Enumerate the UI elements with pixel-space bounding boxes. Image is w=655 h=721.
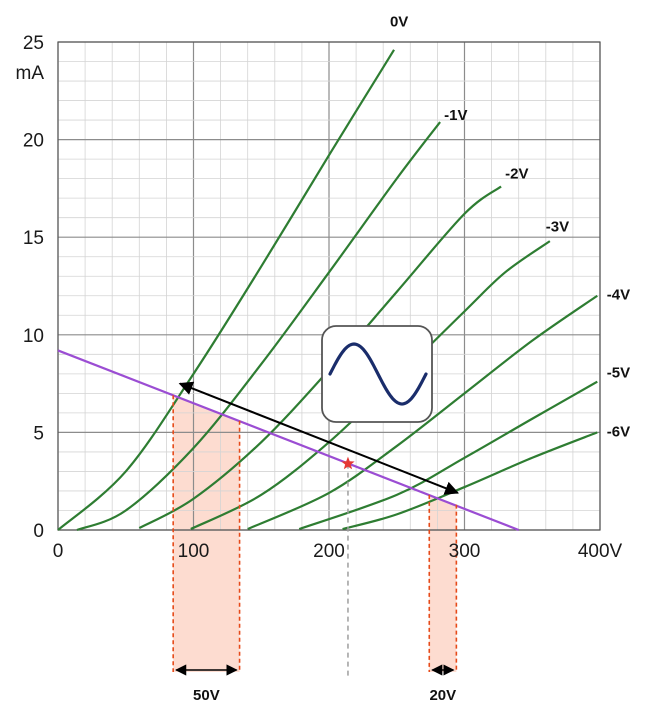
swing-band-1 xyxy=(173,395,240,672)
curve-label-1: -1V xyxy=(444,107,467,124)
curve-label-6: -6V xyxy=(607,423,630,440)
labels: 50V 20V 0 100 200 300 400V 0 5 10 15 20 25 mA 0V -1V -2V… xyxy=(16,13,631,704)
plot-frame xyxy=(57,41,601,531)
y-unit-label: mA xyxy=(16,63,45,84)
swing-band-2-label: 20V xyxy=(429,687,456,704)
x-tick-label-3: 300 xyxy=(449,541,481,562)
x-tick-label-1: 100 xyxy=(178,541,210,562)
curve-label-0: 0V xyxy=(390,13,408,30)
plate-curve-6 xyxy=(342,431,598,531)
swing-band-2 xyxy=(429,494,457,672)
swing-band-1-label: 50V xyxy=(193,687,220,704)
annotations xyxy=(172,325,460,676)
operating-point-star xyxy=(341,456,355,470)
load-line-layer xyxy=(57,349,520,532)
plate-curve-1 xyxy=(76,121,441,532)
curve-label-4: -4V xyxy=(607,287,630,304)
y-tick-label-3: 15 xyxy=(23,228,44,249)
plate-curves xyxy=(57,49,598,532)
y-tick-label-4: 20 xyxy=(23,131,44,152)
curve-label-2: -2V xyxy=(505,166,528,183)
y-tick-label-1: 5 xyxy=(33,423,44,444)
sine-wave-icon xyxy=(321,325,433,423)
plate-curve-5 xyxy=(298,380,598,531)
output-swing-arrow xyxy=(178,381,460,495)
y-tick-label-5: 25 xyxy=(23,33,44,54)
x-tick-label-4: 400V xyxy=(578,541,623,562)
plate-curve-0 xyxy=(57,49,395,531)
sine-wave-path xyxy=(328,342,428,406)
y-tick-label-2: 10 xyxy=(23,326,44,347)
curve-label-3: -3V xyxy=(546,218,569,235)
curve-label-5: -5V xyxy=(607,365,630,382)
x-tick-label-0: 0 xyxy=(53,541,64,562)
y-tick-label-0: 0 xyxy=(33,521,44,542)
load-line xyxy=(57,349,520,532)
x-tick-label-2: 200 xyxy=(313,541,345,562)
